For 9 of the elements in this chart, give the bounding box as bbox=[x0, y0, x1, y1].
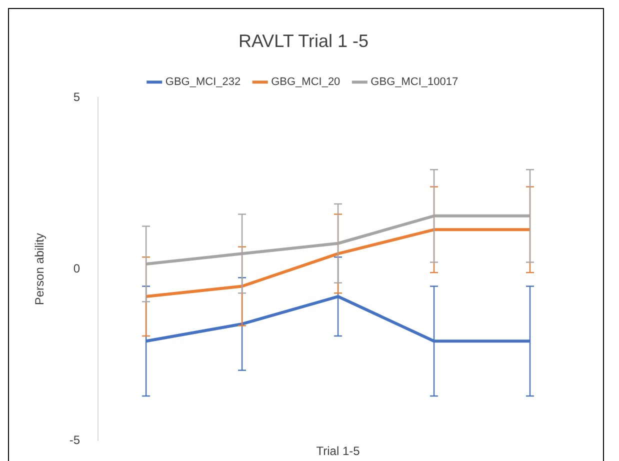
y-tick-label: 0 bbox=[73, 261, 80, 276]
y-axis-title: Person ability bbox=[32, 233, 47, 306]
chart-title: RAVLT Trial 1 -5 bbox=[238, 30, 369, 51]
legend-label: GBG_MCI_232 bbox=[165, 76, 241, 88]
y-tick-label: -5 bbox=[69, 432, 80, 447]
y-tick-label: 5 bbox=[73, 90, 80, 104]
legend-label: GBG_MCI_10017 bbox=[370, 76, 458, 88]
x-axis-title: Trial 1-5 bbox=[316, 444, 360, 458]
legend-label: GBG_MCI_20 bbox=[271, 76, 340, 88]
